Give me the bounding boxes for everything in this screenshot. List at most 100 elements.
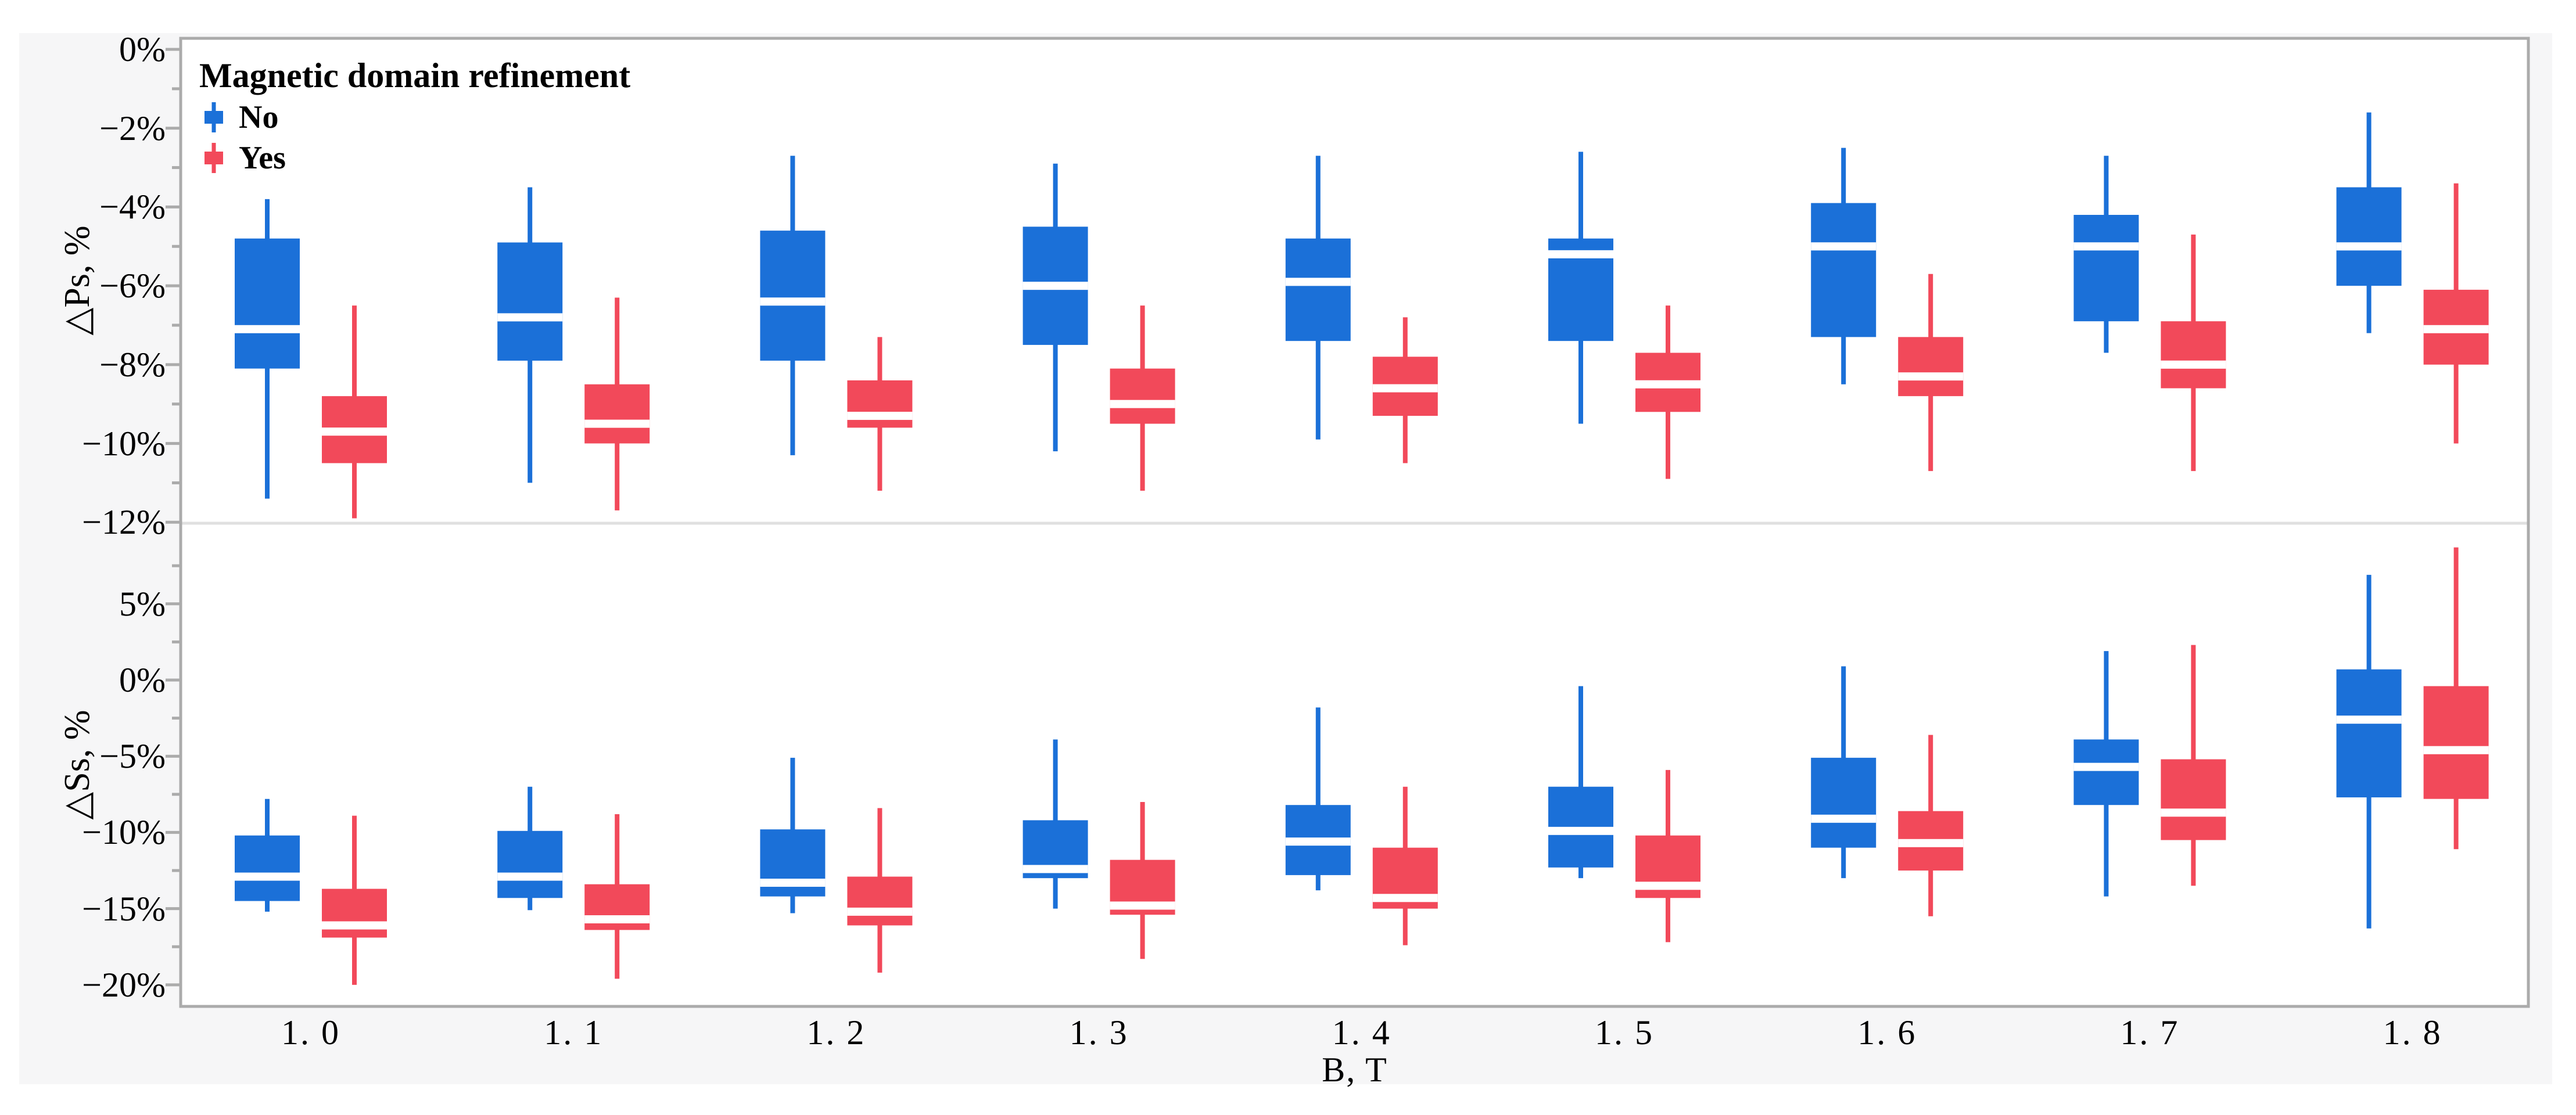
median-line — [2073, 762, 2139, 771]
median-line — [1898, 839, 1964, 847]
box-no-1.6-top[interactable] — [1811, 148, 1877, 384]
y-tick-label: −20% — [82, 965, 166, 1004]
box-no-1.8-bottom[interactable] — [2336, 574, 2402, 929]
box-yes-1.8-top[interactable] — [2423, 183, 2489, 444]
box-no-1.1-top[interactable] — [497, 187, 563, 483]
median-line — [2073, 242, 2139, 251]
legend-title: Magnetic domain refinement — [199, 56, 631, 95]
box-no-1.7-bottom[interactable] — [2073, 651, 2139, 897]
legend-items: No Yes — [199, 98, 630, 177]
box-yes-1.1-top[interactable] — [584, 297, 650, 510]
median-line — [2161, 808, 2226, 817]
median-line — [1635, 380, 1700, 389]
median-line — [2336, 242, 2402, 251]
y-tick-label: −6% — [99, 267, 166, 305]
legend: Magnetic domain refinement No Yes — [199, 56, 630, 177]
legend-item-label: No — [239, 99, 279, 135]
median-line — [584, 915, 650, 924]
box-rect — [2423, 686, 2489, 799]
box-no-1-bottom[interactable] — [235, 799, 300, 912]
box-rect — [847, 876, 913, 926]
box-yes-1.1-bottom[interactable] — [584, 814, 650, 979]
median-line — [1110, 400, 1175, 408]
box-rect — [2161, 759, 2226, 840]
box-no-1.4-top[interactable] — [1285, 156, 1351, 440]
box-rect — [2161, 321, 2226, 389]
y-tick-label: −8% — [99, 345, 166, 384]
box-no-1.5-bottom[interactable] — [1548, 686, 1613, 879]
box-rect — [2336, 187, 2402, 286]
x-axis-title: B, T — [1322, 1051, 1388, 1089]
box-yes-1.2-top[interactable] — [847, 337, 913, 491]
median-line — [1110, 901, 1175, 910]
box-no-1.7-top[interactable] — [2073, 156, 2139, 353]
x-tick-label: 1. 0 — [281, 1013, 340, 1052]
box-yes-1.2-bottom[interactable] — [847, 808, 913, 973]
median-line — [1285, 837, 1351, 846]
box-rect — [584, 384, 650, 444]
box-rect — [760, 231, 826, 361]
median-line — [1548, 826, 1613, 835]
box-yes-1.7-bottom[interactable] — [2161, 645, 2226, 886]
median-line — [1811, 242, 1877, 251]
x-tick-label: 1. 1 — [544, 1013, 604, 1052]
median-line — [2423, 325, 2489, 333]
box-rect — [1898, 337, 1964, 397]
x-tick-label: 1. 6 — [1857, 1013, 1917, 1052]
box-yes-1.5-top[interactable] — [1635, 305, 1700, 479]
box-no-1.8-top[interactable] — [2336, 112, 2402, 333]
legend-marker-icon — [204, 143, 223, 173]
box-yes-1.3-top[interactable] — [1110, 305, 1175, 491]
median-line — [322, 921, 387, 930]
box-rect — [1285, 238, 1351, 341]
x-tick-label: 1. 4 — [1332, 1013, 1391, 1052]
box-yes-1.8-bottom[interactable] — [2423, 547, 2489, 850]
box-yes-1.4-bottom[interactable] — [1372, 786, 1438, 945]
box-no-1.5-top[interactable] — [1548, 152, 1613, 424]
x-tick-label: 1. 3 — [1069, 1013, 1129, 1052]
box-no-1.2-bottom[interactable] — [760, 757, 826, 913]
box-no-1.1-bottom[interactable] — [497, 786, 563, 911]
box-rect — [847, 380, 913, 428]
y-tick-label: −15% — [82, 889, 166, 928]
legend-marker-icon — [204, 102, 223, 132]
median-line — [1898, 372, 1964, 381]
box-no-1.2-top[interactable] — [760, 156, 826, 455]
x-tick-label: 1. 7 — [2120, 1013, 2180, 1052]
box-yes-1.5-bottom[interactable] — [1635, 769, 1700, 943]
box-rect — [497, 830, 563, 898]
y-tick-label: 0% — [119, 661, 166, 699]
x-tick-label: 1. 8 — [2383, 1013, 2442, 1052]
box-rect — [235, 238, 300, 369]
median-line — [847, 907, 913, 916]
median-line — [497, 313, 563, 322]
box-no-1.4-bottom[interactable] — [1285, 707, 1351, 891]
y-tick-label: −5% — [99, 737, 166, 776]
box-rect — [1811, 757, 1877, 848]
median-line — [760, 297, 826, 306]
median-line — [1372, 384, 1438, 393]
box-no-1-top[interactable] — [235, 199, 300, 499]
box-yes-1.6-bottom[interactable] — [1898, 735, 1964, 916]
box-rect — [2073, 214, 2139, 322]
box-yes-1-bottom[interactable] — [322, 815, 387, 985]
y-tick-label: 0% — [119, 30, 166, 69]
median-line — [497, 872, 563, 881]
y-tick-label: −10% — [82, 813, 166, 852]
box-no-1.6-bottom[interactable] — [1811, 666, 1877, 879]
box-yes-1.7-top[interactable] — [2161, 234, 2226, 472]
box-no-1.3-bottom[interactable] — [1022, 739, 1088, 909]
x-tick-label: 1. 2 — [806, 1013, 866, 1052]
box-yes-1.3-bottom[interactable] — [1110, 801, 1175, 959]
box-rect — [1110, 368, 1175, 424]
median-line — [1811, 814, 1877, 823]
legend-item-no[interactable]: No — [199, 98, 630, 136]
box-no-1.3-top[interactable] — [1022, 163, 1088, 452]
box-yes-1-top[interactable] — [322, 305, 387, 519]
box-yes-1.6-top[interactable] — [1898, 274, 1964, 472]
median-line — [760, 879, 826, 887]
legend-item-yes[interactable]: Yes — [199, 139, 630, 177]
box-yes-1.4-top[interactable] — [1372, 317, 1438, 463]
median-line — [584, 419, 650, 428]
